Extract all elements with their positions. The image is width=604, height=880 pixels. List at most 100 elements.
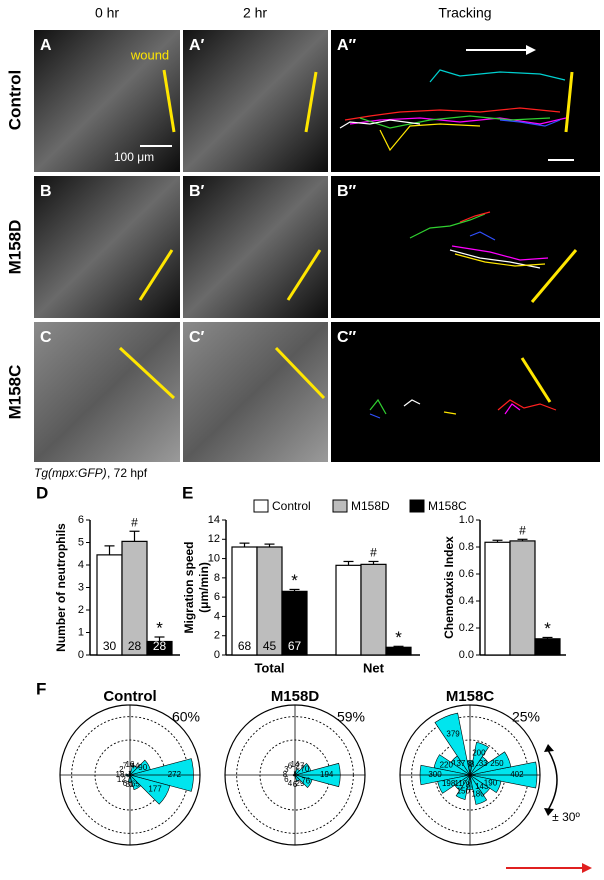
legend-label: M158D bbox=[351, 499, 390, 513]
rose-title: M158D bbox=[271, 688, 320, 705]
panel-letter: E bbox=[182, 483, 193, 502]
rose-value-label: 200 bbox=[472, 749, 486, 758]
rose-sector bbox=[128, 774, 171, 805]
wound-line bbox=[138, 249, 174, 301]
bar bbox=[256, 546, 283, 656]
wound-line bbox=[304, 71, 318, 133]
y-tick-label: 0.6 bbox=[459, 568, 474, 580]
wound-line bbox=[520, 357, 552, 403]
significance: * bbox=[544, 619, 551, 638]
panel-label: B bbox=[40, 183, 52, 200]
bar bbox=[231, 546, 258, 656]
wound-line bbox=[118, 346, 176, 400]
image-panel bbox=[34, 322, 180, 462]
rose-sector bbox=[437, 774, 471, 794]
panel-letter: D bbox=[36, 483, 48, 502]
column-header: 0 hr bbox=[95, 5, 119, 21]
y-axis-label: Migration speed bbox=[182, 541, 196, 633]
bar bbox=[281, 590, 308, 656]
rose-sector bbox=[128, 759, 151, 776]
x-tick-label: Total bbox=[254, 660, 284, 675]
image-panel bbox=[34, 176, 180, 318]
y-tick-label: 8 bbox=[214, 572, 220, 584]
panel-label: A′ bbox=[189, 37, 205, 54]
rose-value-label: 70 bbox=[300, 764, 309, 773]
wound-line bbox=[274, 346, 326, 400]
red-arrow-head bbox=[582, 863, 592, 873]
legend-label: Control bbox=[272, 499, 311, 513]
bar bbox=[509, 540, 536, 656]
rose-value-label: 44 bbox=[131, 761, 140, 770]
rose-value-label: 180 bbox=[471, 790, 485, 799]
rose-value-label: 7 bbox=[123, 761, 128, 770]
bar bbox=[335, 564, 362, 656]
rose-value-label: 90 bbox=[138, 763, 147, 772]
legend-label: M158C bbox=[428, 499, 467, 513]
y-tick-label: 4 bbox=[214, 610, 220, 622]
rose-sector bbox=[294, 768, 300, 777]
panel-label: B″ bbox=[337, 183, 357, 200]
rose-value-label: 6 bbox=[284, 775, 289, 784]
significance: * bbox=[291, 571, 298, 590]
n-label: 68 bbox=[238, 639, 252, 653]
x-tick-label: Net bbox=[363, 660, 385, 675]
angle-arrow-head bbox=[544, 744, 554, 816]
rose-value-label: 143 bbox=[475, 782, 489, 791]
y-tick-label: 4 bbox=[78, 559, 84, 571]
rose-sector bbox=[469, 741, 489, 776]
column-header: 2 hr bbox=[243, 5, 267, 21]
y-axis-label: (μm/min) bbox=[197, 562, 211, 613]
rose-value-label: 3 bbox=[284, 765, 289, 774]
y-tick-label: 0 bbox=[214, 649, 220, 661]
rose-sector bbox=[293, 774, 313, 788]
significance: # bbox=[370, 546, 377, 560]
wound-line bbox=[530, 249, 578, 303]
rose-sector bbox=[293, 763, 312, 776]
y-tick-label: 6 bbox=[78, 514, 84, 526]
y-tick-label: 10 bbox=[208, 552, 220, 564]
y-tick-label: 0.0 bbox=[459, 649, 474, 661]
direction-arrow-head bbox=[526, 45, 536, 55]
y-axis-label: Number of neutrophils bbox=[54, 523, 68, 652]
bar bbox=[96, 554, 123, 656]
y-tick-label: 1.0 bbox=[459, 514, 474, 526]
rose-sector bbox=[469, 751, 512, 776]
legend-swatch bbox=[332, 499, 348, 513]
rose-value-label: 137 bbox=[452, 759, 466, 768]
panel-label: A″ bbox=[337, 37, 357, 54]
caption-rest: , 72 hpf bbox=[107, 466, 148, 480]
wound-label: wound bbox=[130, 47, 169, 62]
rose-sector bbox=[129, 764, 138, 777]
y-tick-label: 0.8 bbox=[459, 541, 474, 553]
rose-value-label: 379 bbox=[446, 729, 460, 738]
y-tick-label: 1 bbox=[78, 626, 84, 638]
rose-value-label: 6 bbox=[288, 761, 293, 770]
tracks bbox=[339, 69, 567, 419]
n-label: 30 bbox=[103, 639, 117, 653]
y-tick-label: 5 bbox=[78, 536, 84, 548]
rose-value-label: 177 bbox=[148, 785, 162, 794]
row-header: M158C bbox=[5, 365, 24, 420]
rose-value-label: 2 bbox=[119, 765, 124, 774]
rose-value-label: 220 bbox=[440, 760, 454, 769]
bar bbox=[484, 541, 511, 656]
annotation: ± 30º bbox=[552, 810, 580, 824]
rose-value-label: 29 bbox=[296, 779, 305, 788]
panel-label: C bbox=[40, 329, 52, 346]
image-panel bbox=[331, 30, 600, 172]
image-panel bbox=[34, 30, 180, 172]
image-panel bbox=[183, 322, 328, 462]
n-label: 67 bbox=[288, 639, 302, 653]
rose-sector bbox=[434, 712, 471, 776]
rose-value-label: 65 bbox=[131, 779, 140, 788]
y-tick-label: 0.4 bbox=[459, 595, 474, 607]
significance: # bbox=[519, 523, 526, 537]
rose-title: M158C bbox=[446, 688, 495, 705]
y-tick-label: 3 bbox=[78, 581, 84, 593]
y-tick-label: 0 bbox=[78, 649, 84, 661]
rose-value-label: 198 bbox=[442, 779, 456, 788]
significance: # bbox=[131, 515, 138, 529]
wound-line bbox=[564, 71, 574, 133]
n-label: 45 bbox=[263, 639, 277, 653]
